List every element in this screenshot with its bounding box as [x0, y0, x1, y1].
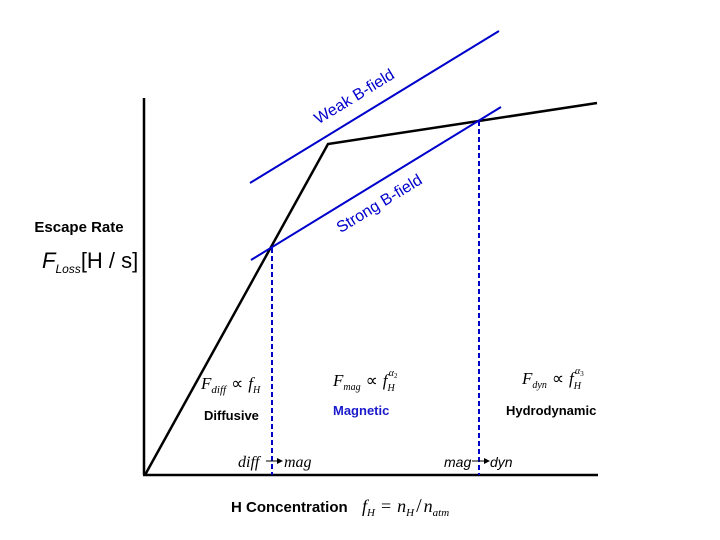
hydrodynamic-exp-sub: 3: [580, 370, 584, 378]
diffusive-formula: Fdiff ∝ fH: [200, 374, 261, 396]
hydrodynamic-exp-main: α: [575, 366, 581, 377]
hydrodynamic-f-sub: dyn: [532, 380, 546, 391]
magnetic-exp-main: α: [389, 368, 395, 379]
magnetic-f-main: F: [332, 371, 344, 390]
x-eq-den-sub: atm: [433, 507, 450, 519]
x-eq-equals: =: [381, 496, 391, 516]
mag-dyn-right-label: dyn: [490, 454, 513, 470]
x-eq-den-main: n: [424, 496, 433, 516]
magnetic-exp-sub: 2: [394, 372, 398, 380]
diffusive-prop: ∝: [231, 374, 243, 393]
diffusive-f-sub: diff: [211, 384, 228, 396]
y-axis-symbol: FLoss[H / s]: [42, 248, 138, 276]
hydrodynamic-f-main: F: [521, 369, 533, 388]
diffusive-rhs-main: f: [248, 374, 255, 393]
hydrodynamic-formula: Fdyn ∝ fHα3: [521, 366, 584, 392]
strong-b-field-line: [250, 106, 502, 261]
magnetic-f-sub: mag: [343, 382, 360, 393]
x-eq-lhs-sub: H: [366, 507, 376, 519]
diff-mag-right-label: mag: [284, 454, 312, 471]
hydrodynamic-label: Hydrodynamic: [506, 403, 596, 418]
magnetic-rhs-sub: H: [387, 383, 396, 394]
weak-b-field-line: [249, 30, 500, 184]
x-eq-slash: /: [416, 495, 422, 517]
y-axis-symbol-main: F: [42, 248, 57, 273]
x-axis-label: H Concentration: [231, 499, 348, 516]
hydrodynamic-prop: ∝: [552, 369, 564, 388]
x-eq-lhs-main: f: [362, 496, 370, 516]
magnetic-label: Magnetic: [333, 403, 389, 418]
diffusive-label: Diffusive: [204, 408, 259, 423]
escape-rate-curve: [143, 101, 598, 476]
hydrodynamic-rhs-sub: H: [573, 381, 582, 392]
x-axis-equation: fH = nH / natm: [362, 495, 449, 519]
magnetic-rhs-main: f: [383, 371, 390, 390]
y-axis-symbol-sub: Loss: [55, 262, 80, 276]
diff-mag-left-label: diff: [238, 454, 262, 471]
mag-dyn-left-label: mag: [444, 454, 471, 470]
diffusive-rhs-sub: H: [252, 385, 261, 396]
magnetic-prop: ∝: [366, 371, 378, 390]
x-eq-num-sub: H: [405, 507, 415, 519]
y-axis-label: Escape Rate: [34, 219, 123, 236]
x-eq-num-main: n: [397, 496, 406, 516]
diffusive-f-main: F: [200, 374, 212, 393]
hydrodynamic-rhs-main: f: [569, 369, 576, 388]
y-axis-unit: [H / s]: [81, 248, 138, 273]
magnetic-formula: Fmag ∝ fHα2: [332, 368, 398, 394]
